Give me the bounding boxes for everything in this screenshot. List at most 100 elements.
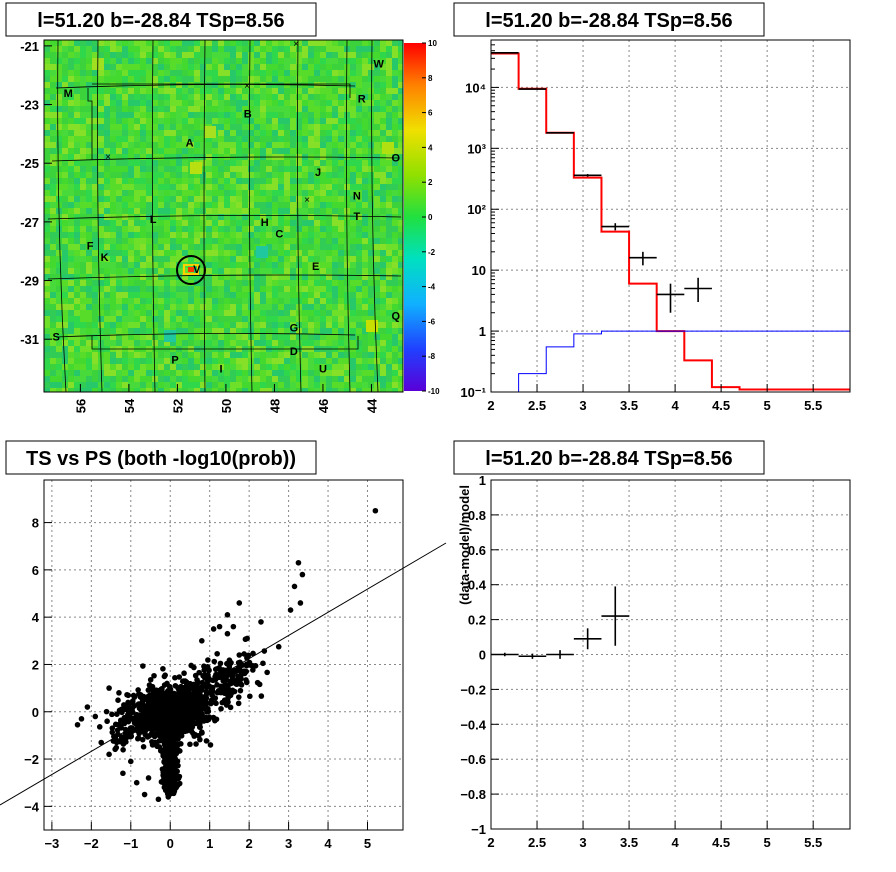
heatmap-cell	[98, 226, 104, 232]
heatmap-cell	[68, 346, 74, 352]
heatmap-cell	[236, 112, 242, 118]
heatmap-cell	[74, 172, 80, 178]
heatmap-cell	[392, 358, 398, 364]
heatmap-cell	[242, 352, 248, 358]
heatmap-cell	[140, 178, 146, 184]
heatmap-cell	[134, 316, 140, 322]
heatmap-cell	[146, 52, 152, 58]
heatmap-cell	[272, 70, 278, 76]
heatmap-cell	[362, 286, 368, 292]
heatmap-cell	[44, 364, 50, 370]
heatmap-cell	[164, 274, 170, 280]
heatmap-cell	[152, 142, 158, 148]
heatmap-cell	[278, 340, 284, 346]
heatmap-cell	[116, 358, 122, 364]
heatmap-cell	[278, 142, 284, 148]
heatmap-cell	[212, 142, 218, 148]
heatmap-cell	[56, 148, 62, 154]
heatmap-cell	[116, 340, 122, 346]
heatmap-cell	[56, 58, 62, 64]
heatmap-cell	[320, 148, 326, 154]
heatmap-cell	[56, 82, 62, 88]
heatmap-cell	[170, 310, 176, 316]
heatmap-cell	[158, 148, 164, 154]
heatmap-cell	[218, 250, 224, 256]
heatmap-cell	[350, 82, 356, 88]
heatmap-cell	[398, 58, 403, 64]
heatmap-cell	[80, 382, 86, 388]
heatmap-cell	[260, 238, 266, 244]
heatmap-cell	[356, 310, 362, 316]
heatmap-cell	[350, 106, 356, 112]
heatmap-cell	[110, 172, 116, 178]
heatmap-cell	[56, 124, 62, 130]
heatmap-cell	[206, 280, 212, 286]
heatmap-cell	[356, 388, 362, 392]
heatmap-cell	[146, 88, 152, 94]
heatmap-cell	[368, 208, 374, 214]
heatmap-cell	[266, 76, 272, 82]
heatmap-cell	[218, 52, 224, 58]
heatmap-cell	[392, 172, 398, 178]
heatmap-cell	[146, 178, 152, 184]
heatmap-cell	[200, 46, 206, 52]
heatmap-cell	[146, 154, 152, 160]
heatmap-cell	[386, 178, 392, 184]
heatmap-cell	[74, 250, 80, 256]
heatmap-cell	[158, 226, 164, 232]
heatmap-cell	[80, 40, 86, 46]
heatmap-cell	[248, 52, 254, 58]
heatmap-cell	[278, 124, 284, 130]
heatmap-cell	[86, 52, 92, 58]
heatmap-cell	[284, 184, 290, 190]
heatmap-cell	[62, 280, 68, 286]
heatmap-cell	[278, 334, 284, 340]
heatmap-cell	[284, 130, 290, 136]
heatmap-cell	[110, 226, 116, 232]
heatmap-cell	[128, 52, 134, 58]
heatmap-cell	[320, 142, 326, 148]
heatmap-cell	[206, 376, 212, 382]
heatmap-cell	[122, 238, 128, 244]
heatmap-cell	[326, 112, 332, 118]
heatmap-cell	[392, 142, 398, 148]
heatmap-cell	[350, 46, 356, 52]
heatmap-cell	[254, 208, 260, 214]
heatmap-cell	[98, 328, 104, 334]
heatmap-cell	[266, 46, 272, 52]
heatmap-cell	[122, 142, 128, 148]
heatmap-cell	[326, 214, 332, 220]
heatmap-cell	[398, 208, 403, 214]
heatmap-cell	[332, 112, 338, 118]
heatmap-cell	[158, 310, 164, 316]
heatmap-cell	[44, 112, 50, 118]
heatmap-cell	[368, 166, 374, 172]
heatmap-cell	[212, 64, 218, 70]
heatmap-cell	[80, 58, 86, 64]
heatmap-cell	[320, 94, 326, 100]
heatmap-cell	[248, 388, 254, 392]
heatmap-cell	[188, 250, 194, 256]
heatmap-cell	[80, 136, 86, 142]
heatmap-cell	[332, 358, 338, 364]
heatmap-cell	[386, 286, 392, 292]
heatmap-cell	[338, 340, 344, 346]
heatmap-cell	[194, 358, 200, 364]
heatmap-cell	[260, 160, 266, 166]
heatmap-cell	[326, 268, 332, 274]
heatmap-cell	[44, 262, 50, 268]
heatmap-cell	[56, 244, 62, 250]
heatmap-cell	[344, 124, 350, 130]
heatmap-cell	[362, 160, 368, 166]
heatmap-cell	[134, 76, 140, 82]
heatmap-cell	[350, 190, 356, 196]
heatmap-cell	[290, 244, 296, 250]
heatmap-cell	[242, 58, 248, 64]
scatter-point	[247, 693, 253, 700]
heatmap-cell	[56, 346, 62, 352]
heatmap-cell	[152, 52, 158, 58]
heatmap-cell	[374, 274, 380, 280]
heatmap-cell	[86, 256, 92, 262]
scatter-point	[245, 652, 252, 659]
heatmap-cell	[224, 184, 230, 190]
